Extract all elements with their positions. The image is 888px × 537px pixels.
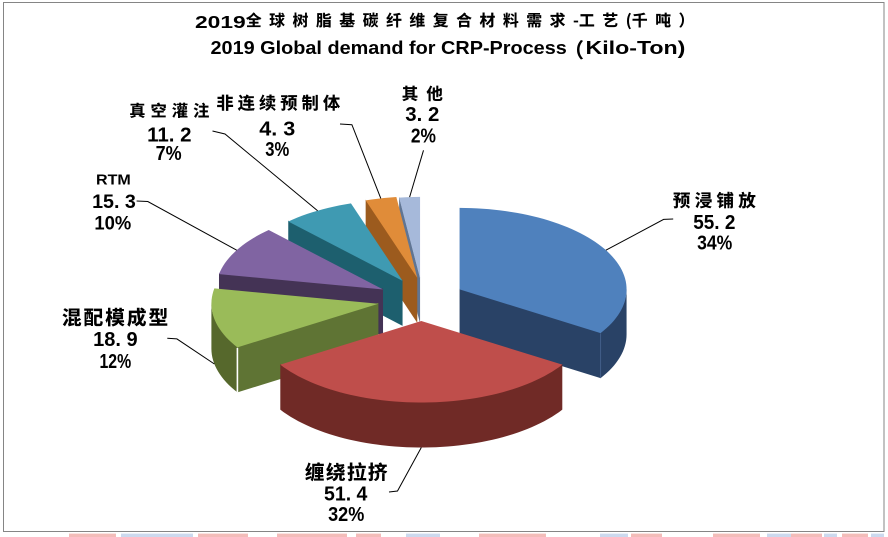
svg-text:11. 2: 11. 2 [147, 125, 192, 147]
svg-text:51. 4: 51. 4 [324, 484, 368, 506]
svg-text:4. 3: 4. 3 [259, 119, 295, 141]
svg-text:2019: 2019 [195, 12, 246, 32]
svg-text:RTM: RTM [96, 172, 131, 189]
svg-text:Kilo-Ton): Kilo-Ton) [586, 38, 686, 58]
svg-text:12%: 12% [100, 351, 132, 373]
svg-text:3. 2: 3. 2 [405, 104, 439, 126]
svg-text:34%: 34% [697, 233, 732, 255]
svg-text:3%: 3% [265, 139, 289, 161]
svg-text:55. 2: 55. 2 [693, 212, 735, 234]
svg-text:18. 9: 18. 9 [93, 329, 137, 351]
svg-text:2%: 2% [411, 125, 436, 147]
svg-text:32%: 32% [328, 504, 364, 526]
svg-text:15. 3: 15. 3 [92, 192, 136, 213]
svg-text:10%: 10% [94, 214, 131, 235]
svg-text:2019 Global demand for CRP-Pro: 2019 Global demand for CRP-Process [211, 38, 567, 58]
svg-text:7%: 7% [156, 143, 182, 165]
